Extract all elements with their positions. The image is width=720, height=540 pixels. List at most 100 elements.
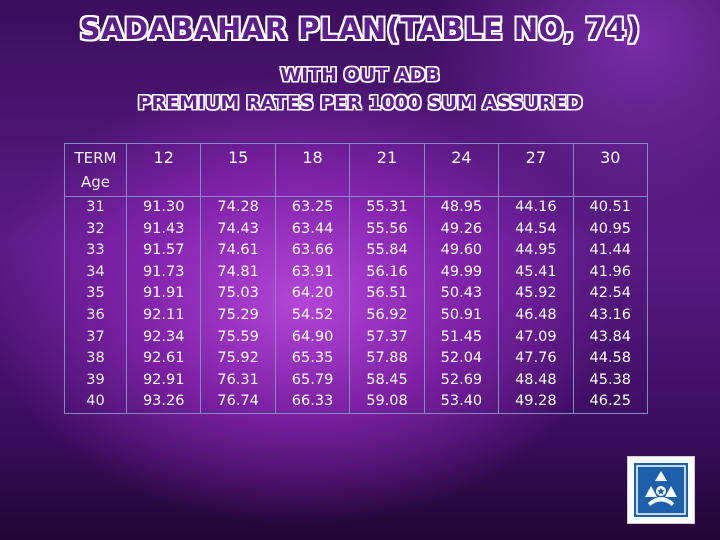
rate-cell: 49.99 (440, 263, 483, 280)
rate-cell: 58.45 (366, 371, 408, 388)
rate-cell: 44.16 (515, 199, 557, 215)
rate-cell: 49.60 (440, 242, 483, 259)
rate-cell: 92.11 (142, 306, 185, 323)
rate-cell: 52.04 (440, 350, 483, 367)
rate-cell: 92.91 (142, 371, 185, 388)
rate-cell: 40.95 (589, 220, 632, 237)
rate-cell: 74.61 (217, 242, 259, 259)
rate-cell: 56.51 (366, 285, 408, 302)
rate-cell: 55.31 (366, 199, 408, 215)
term-header: 15 (200, 143, 276, 197)
age-cell: 31 (86, 199, 105, 215)
term-header: 12 (125, 143, 202, 197)
rate-cell: 40.51 (589, 199, 632, 215)
rate-cell: 44.95 (515, 242, 557, 259)
age-cell: 39 (86, 371, 105, 388)
age-column: 31 32 33 34 35 36 37 38 39 40 (64, 196, 127, 414)
rate-cell: 47.09 (515, 328, 557, 345)
rate-cell: 44.54 (515, 220, 557, 237)
age-label: Age (80, 173, 110, 191)
rate-column-term-12: 91.30 91.43 91.57 91.73 91.91 92.11 92.3… (125, 196, 202, 414)
rate-cell: 55.56 (366, 220, 408, 237)
rate-cell: 56.92 (366, 306, 408, 323)
table-header-row: TERM Age 12 15 18 21 24 27 30 (64, 143, 649, 197)
rate-column-term-15: 74.28 74.43 74.61 74.81 75.03 75.29 75.5… (200, 196, 276, 414)
rate-column-term-27: 44.16 44.54 44.95 45.41 45.92 46.48 47.0… (498, 196, 574, 414)
rate-cell: 49.28 (515, 393, 557, 410)
rate-cell: 46.48 (515, 306, 557, 323)
term-header: 30 (572, 143, 649, 197)
rate-cell: 65.79 (291, 371, 334, 388)
term-header: 21 (349, 143, 425, 197)
rate-cell: 56.16 (366, 263, 408, 280)
age-cell: 34 (86, 263, 105, 280)
age-cell: 36 (86, 306, 105, 323)
rate-cell: 48.48 (515, 371, 557, 388)
rate-cell: 91.91 (142, 285, 185, 302)
term-header: 27 (498, 143, 574, 197)
table-body-row: 31 32 33 34 35 36 37 38 39 40 91.30 91.4… (64, 196, 649, 414)
rate-cell: 91.30 (142, 199, 185, 215)
rate-cell: 44.58 (589, 350, 632, 367)
rate-cell: 91.57 (142, 242, 185, 259)
rate-cell: 92.34 (142, 328, 185, 345)
age-cell: 33 (86, 242, 105, 259)
rate-cell: 54.52 (291, 306, 334, 323)
rate-cell: 63.25 (291, 199, 334, 215)
rate-cell: 91.43 (142, 220, 185, 237)
rate-cell: 49.26 (440, 220, 483, 237)
rate-cell: 46.25 (589, 393, 632, 410)
rate-cell: 50.43 (440, 285, 483, 302)
insurance-logo-icon (634, 463, 688, 517)
rate-cell: 75.03 (217, 285, 259, 302)
rate-cell: 59.08 (366, 393, 408, 410)
rate-cell: 48.95 (440, 199, 483, 215)
age-cell: 32 (86, 220, 105, 237)
rate-cell: 51.45 (440, 328, 483, 345)
rate-cell: 41.44 (589, 242, 632, 259)
plan-subtitle: WITH OUT ADB (280, 64, 440, 86)
rate-cell: 53.40 (440, 393, 483, 410)
age-cell: 35 (86, 285, 105, 302)
rate-cell: 45.92 (515, 285, 557, 302)
rate-cell: 76.31 (217, 371, 259, 388)
rate-cell: 63.44 (291, 220, 334, 237)
rate-cell: 52.69 (440, 371, 483, 388)
insurance-logo (627, 456, 695, 524)
rate-cell: 64.90 (291, 328, 334, 345)
rate-cell: 76.74 (217, 393, 259, 410)
rate-cell: 65.35 (291, 350, 334, 367)
age-cell: 37 (86, 328, 105, 345)
rate-cell: 43.16 (589, 306, 632, 323)
rate-cell: 57.37 (366, 328, 408, 345)
rate-cell: 55.84 (366, 242, 408, 259)
age-cell: 40 (86, 393, 105, 410)
rate-column-term-21: 55.31 55.56 55.84 56.16 56.51 56.92 57.3… (349, 196, 425, 414)
rate-column-term-24: 48.95 49.26 49.60 49.99 50.43 50.91 51.4… (423, 196, 500, 414)
rate-cell: 50.91 (440, 306, 483, 323)
rate-cell: 45.41 (515, 263, 557, 280)
rate-cell: 93.26 (142, 393, 185, 410)
page-title: SADABAHAR PLAN(TABLE NO, 74) (79, 12, 641, 46)
rate-cell: 75.92 (217, 350, 259, 367)
term-age-header: TERM Age (64, 143, 127, 197)
rate-cell: 45.38 (589, 371, 632, 388)
rate-cell: 74.81 (217, 263, 259, 280)
rate-cell: 47.76 (515, 350, 557, 367)
rate-cell: 92.61 (142, 350, 185, 367)
rate-cell: 75.59 (217, 328, 259, 345)
term-header: 24 (423, 143, 500, 197)
rate-cell: 66.33 (291, 393, 334, 410)
rate-cell: 63.66 (291, 242, 334, 259)
rate-cell: 91.73 (142, 263, 185, 280)
age-cell: 38 (86, 350, 105, 367)
rate-column-term-18: 63.25 63.44 63.66 63.91 64.20 54.52 64.9… (274, 196, 351, 414)
premium-rates-table: TERM Age 12 15 18 21 24 27 30 31 32 33 3… (64, 143, 649, 414)
rate-cell: 74.43 (217, 220, 259, 237)
rates-subtitle: PREMIUM RATES PER 1000 SUM ASSURED (137, 92, 583, 114)
rate-cell: 57.88 (366, 350, 408, 367)
rate-column-term-30: 40.51 40.95 41.44 41.96 42.54 43.16 43.8… (572, 196, 649, 414)
term-header: 18 (274, 143, 351, 197)
rate-cell: 43.84 (589, 328, 632, 345)
rate-cell: 41.96 (589, 263, 632, 280)
